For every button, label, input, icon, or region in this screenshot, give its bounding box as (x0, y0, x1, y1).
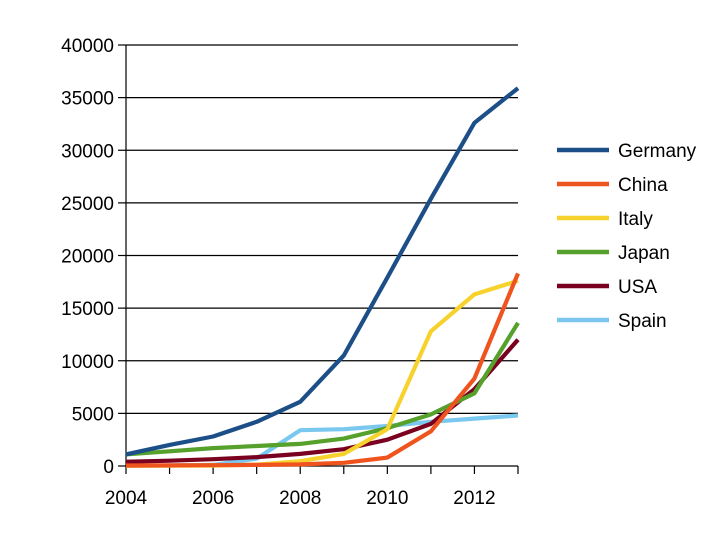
series-line-germany (125, 86, 520, 457)
y-tick-label: 5000 (72, 404, 114, 425)
x-tick-label: 2010 (366, 488, 408, 509)
series-line-japan (125, 321, 520, 457)
x-tick-label: 2004 (105, 488, 148, 509)
legend: Germany China Italy Japan USA Spain (557, 141, 697, 332)
tick-labels: 0 5000 10000 15000 20000 25000 30000 35000 40000… (61, 36, 495, 509)
legend-label-japan: Japan (618, 243, 670, 264)
x-tick-label: 2008 (279, 488, 321, 509)
legend-label-usa: USA (618, 277, 657, 298)
x-tick-label: 2006 (192, 488, 234, 509)
y-tick-label: 0 (103, 457, 114, 478)
y-tick-label: 20000 (61, 247, 114, 268)
series-line-china (125, 272, 520, 468)
legend-label-italy: Italy (618, 209, 653, 230)
data-series (125, 86, 520, 468)
y-tick-label: 30000 (61, 141, 114, 162)
y-tick-label: 15000 (61, 299, 114, 320)
legend-label-china: China (618, 175, 668, 196)
x-tick-label: 2012 (453, 488, 495, 509)
legend-label-germany: Germany (618, 141, 697, 162)
gridlines (126, 44, 518, 414)
legend-label-spain: Spain (618, 311, 667, 332)
y-tick-label: 40000 (61, 36, 114, 57)
y-tick-label: 25000 (61, 194, 114, 215)
axes (118, 44, 519, 474)
y-tick-label: 10000 (61, 352, 114, 373)
y-tick-label: 35000 (61, 89, 114, 110)
